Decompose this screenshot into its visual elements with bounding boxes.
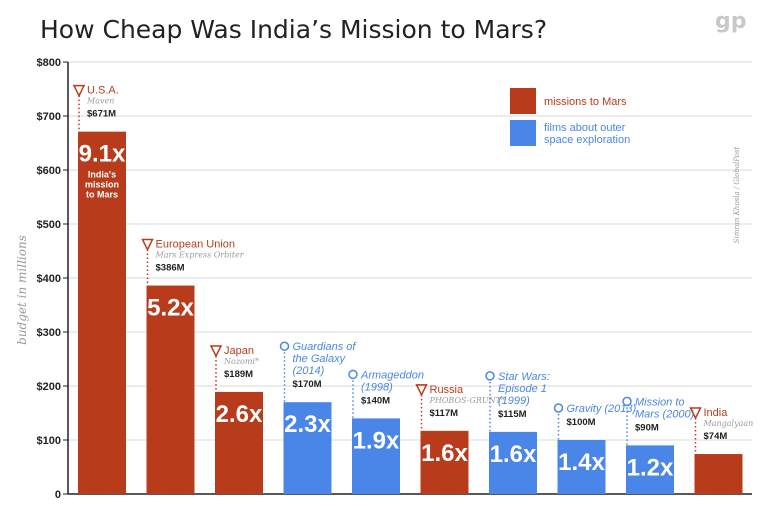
bar-value-label: $115M xyxy=(498,409,527,420)
bar xyxy=(283,402,332,494)
bar-subtitle: Mars Express Orbiter xyxy=(155,251,245,260)
legend-label: missions to Mars xyxy=(544,96,627,108)
bar xyxy=(78,131,126,494)
bar xyxy=(694,454,743,494)
bar-category-label: (2014) xyxy=(293,365,325,377)
y-axis-label: budget in millions xyxy=(15,235,29,345)
bar-group: 1.6x Star Wars:Episode 1(1999) $115M xyxy=(485,371,550,494)
circle-marker xyxy=(485,371,495,381)
bar-multiplier: 2.6x xyxy=(216,401,263,428)
bar-category-label: Japan xyxy=(224,345,254,357)
bar xyxy=(146,285,195,494)
y-tick-label: 0 xyxy=(55,489,61,501)
bar-value-label: $90M xyxy=(635,422,659,433)
y-tick-label: $300 xyxy=(37,327,61,339)
bar-note-line: to Mars xyxy=(86,190,118,200)
bar xyxy=(215,391,263,494)
bar-category-label: the Galaxy xyxy=(293,353,347,365)
bar-value-label: $74M xyxy=(704,431,728,442)
bar-value-label: $386M xyxy=(156,263,185,274)
bar-value-label: $100M xyxy=(567,417,596,428)
bar-subtitle: Nozomi* xyxy=(223,357,259,366)
bar-multiplier: 1.2x xyxy=(627,454,674,481)
triangle-marker xyxy=(415,384,428,397)
triangle-marker xyxy=(689,407,702,420)
triangle-marker xyxy=(141,238,154,252)
credit: Simran Khosla / GlobalPost xyxy=(733,146,741,243)
triangle-marker xyxy=(209,345,223,358)
bar xyxy=(420,430,469,494)
bar-value-label: $170M xyxy=(293,379,322,390)
y-tick-label: $200 xyxy=(37,381,61,393)
y-tick-label: $100 xyxy=(37,435,61,447)
legend-swatch xyxy=(510,88,536,114)
circle-marker xyxy=(279,341,290,351)
bar-category-label: India xyxy=(704,407,729,419)
legend-swatch xyxy=(510,120,536,146)
bar-subtitle: Maven xyxy=(86,97,114,106)
bar xyxy=(626,445,674,494)
bar-value-label: $671M xyxy=(87,109,116,120)
bar-value-label: $189M xyxy=(224,369,253,380)
triangle-marker xyxy=(72,84,86,98)
bar-subtitle: PHOBOS-GRUNT* xyxy=(429,396,505,405)
circle-marker xyxy=(622,396,632,407)
y-tick-label: $800 xyxy=(37,57,61,69)
bar xyxy=(489,431,537,494)
circle-marker xyxy=(348,369,358,380)
bar-group: 1.4x Gravity (2013) $100M xyxy=(553,403,637,494)
y-tick-label: $700 xyxy=(37,111,61,123)
bar-multiplier: 2.3x xyxy=(284,411,331,438)
bar-category-label: Armageddon xyxy=(360,369,424,381)
bar xyxy=(557,440,606,494)
bar-multiplier: 1.6x xyxy=(421,440,468,467)
bar-category-label: Guardians of xyxy=(293,341,357,353)
circle-marker xyxy=(553,403,564,413)
bar-note-line: mission xyxy=(85,180,119,190)
bar-category-label: Star Wars: xyxy=(498,371,550,383)
bar-category-label: Russia xyxy=(430,384,465,396)
bar-category-label: Mars (2000) xyxy=(635,408,695,420)
chart-title: How Cheap Was India’s Mission to Mars? xyxy=(40,15,547,44)
bar-note-line: India's xyxy=(88,170,116,180)
legend-label: space exploration xyxy=(544,134,630,146)
bar-multiplier: 1.9x xyxy=(353,427,400,454)
bar-category-label: (1998) xyxy=(361,381,393,393)
bar-subtitle: Mangalyaan xyxy=(703,419,754,428)
bar-value-label: $140M xyxy=(361,395,390,406)
bar xyxy=(352,418,400,494)
bar-category-label: Episode 1 xyxy=(498,383,547,395)
bar-category-label: U.S.A. xyxy=(87,85,119,97)
bar-category-label: Gravity (2013) xyxy=(567,403,637,415)
bar-category-label: (1999) xyxy=(498,395,530,407)
y-tick-label: $400 xyxy=(37,273,61,285)
bar-category-label: Mission to xyxy=(635,396,685,408)
bar-category-label: European Union xyxy=(156,239,236,251)
y-tick-label: $600 xyxy=(37,165,61,177)
bar-multiplier: 1.4x xyxy=(558,449,605,476)
bar-group: 1.9x Armageddon(1998) $140M xyxy=(348,369,424,494)
bar-value-label: $117M xyxy=(430,408,459,419)
bar-multiplier: 9.1x xyxy=(79,141,126,168)
bar-multiplier: 1.6x xyxy=(490,441,537,468)
bar-multiplier: 5.2x xyxy=(147,295,194,322)
legend-label: films about outer xyxy=(544,122,626,134)
y-tick-label: $500 xyxy=(37,219,61,231)
logo: gp xyxy=(715,9,747,34)
